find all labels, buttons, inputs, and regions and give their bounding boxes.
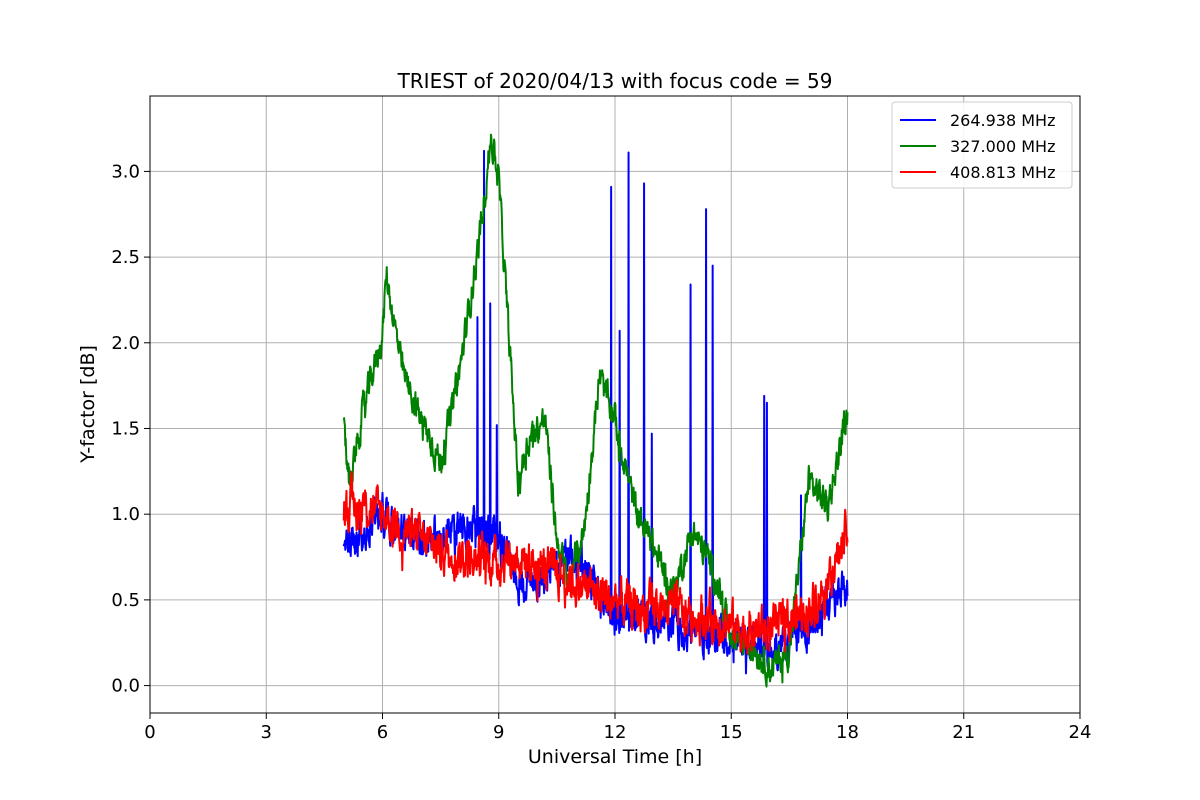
x-tick-label: 15 xyxy=(720,722,743,743)
x-tick-label: 9 xyxy=(493,722,504,743)
x-tick-label: 21 xyxy=(952,722,975,743)
x-tick-label: 6 xyxy=(377,722,388,743)
y-tick-label: 3.0 xyxy=(111,161,140,182)
y-tick-label: 1.5 xyxy=(111,418,140,439)
x-tick-label: 12 xyxy=(604,722,627,743)
y-tick-label: 1.0 xyxy=(111,504,140,525)
y-tick-label: 2.0 xyxy=(111,333,140,354)
series-layer xyxy=(342,133,849,688)
x-tick-label: 24 xyxy=(1069,722,1092,743)
axis-ticks: 0 3 6 9 12 15 18 21 24 0.0 0.5 1.0 1.5 2.0 2.5 3.0 xyxy=(111,161,1091,743)
legend-label-1: 264.938 MHz xyxy=(950,111,1055,130)
legend-box xyxy=(891,101,1073,189)
legend: 264.938 MHz 327.000 MHz 408.813 MHz xyxy=(891,101,1073,189)
legend-label-3: 408.813 MHz xyxy=(950,163,1055,182)
series-line-3 xyxy=(342,471,849,655)
chart-title: TRIEST of 2020/04/13 with focus code = 5… xyxy=(397,69,833,93)
x-tick-label: 0 xyxy=(144,722,155,743)
y-tick-label: 2.5 xyxy=(111,247,140,268)
x-axis-title: Universal Time [h] xyxy=(528,746,702,768)
x-tick-label: 3 xyxy=(261,722,272,743)
series-line-2 xyxy=(342,133,849,688)
y-tick-label: 0.0 xyxy=(111,676,140,697)
y-tick-label: 0.5 xyxy=(111,590,140,611)
legend-label-2: 327.000 MHz xyxy=(950,137,1055,156)
x-tick-label: 18 xyxy=(836,722,859,743)
y-axis-title: Y-factor [dB] xyxy=(77,345,99,464)
